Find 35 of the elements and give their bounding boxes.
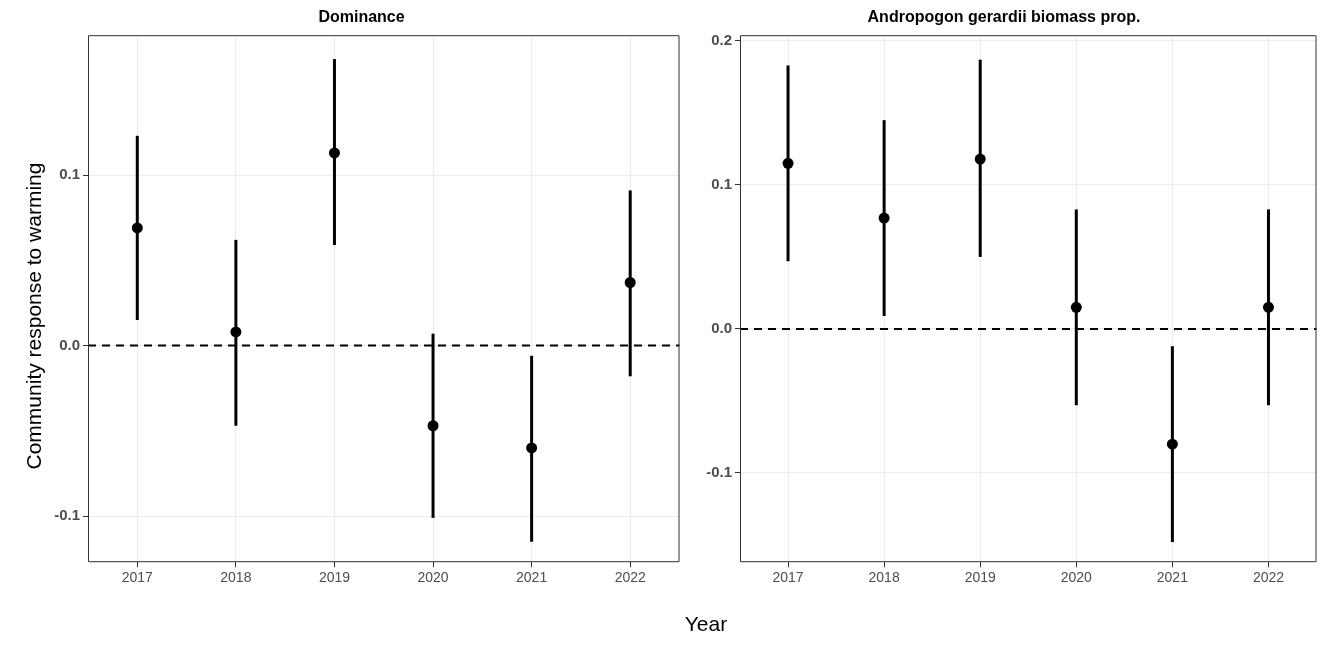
point	[427, 420, 439, 432]
y-tick-label: 0.2	[711, 31, 732, 49]
y-axis-title: Community response to warming	[22, 162, 46, 470]
point	[131, 222, 143, 234]
point	[230, 326, 242, 338]
x-tick-label: 2018	[220, 569, 252, 586]
chart-title: Andropogon gerardii biomass prop.	[867, 8, 1141, 26]
point	[1166, 438, 1178, 450]
x-tick-label: 2017	[121, 569, 154, 586]
y-tick-label: 0.0	[59, 335, 80, 353]
y-tick-label: -0.1	[54, 506, 80, 524]
x-tick-label: 2022	[614, 569, 646, 586]
x-tick-label: 2021	[1156, 569, 1189, 586]
y-tick-label: 0.1	[711, 175, 732, 193]
x-tick-label: 2018	[868, 569, 900, 586]
point	[782, 157, 794, 169]
x-tick-label: 2020	[1060, 569, 1093, 586]
y-tick-label: 0.1	[59, 165, 80, 183]
x-tick-label: 2020	[417, 569, 449, 586]
point	[526, 442, 538, 454]
x-tick-label: 2021	[516, 569, 548, 586]
chart-title: Dominance	[318, 8, 405, 26]
y-tick-label: -0.1	[706, 463, 732, 481]
point	[328, 147, 340, 159]
point	[624, 277, 636, 288]
x-tick-label: 2022	[1252, 569, 1285, 586]
x-tick-label: 2019	[318, 569, 351, 586]
x-tick-label: 2017	[772, 569, 804, 586]
y-tick-label: 0.0	[711, 319, 732, 337]
point	[974, 153, 986, 165]
point	[1070, 301, 1082, 313]
point	[1262, 301, 1274, 313]
point	[878, 212, 890, 224]
x-tick-label: 2019	[964, 569, 996, 586]
x-axis-title: Year	[684, 612, 728, 636]
